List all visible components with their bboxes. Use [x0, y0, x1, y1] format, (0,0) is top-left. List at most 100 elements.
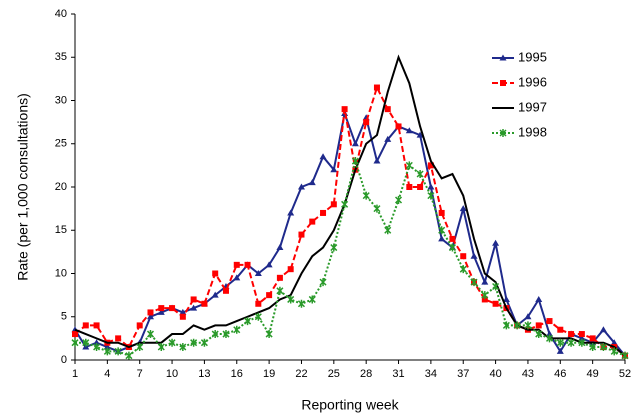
- marker: [384, 135, 392, 142]
- line: [74, 109, 626, 357]
- marker: [103, 343, 111, 350]
- marker: [589, 335, 596, 342]
- marker: [287, 295, 295, 304]
- marker: [513, 321, 521, 330]
- y-tick-label: 5: [61, 311, 67, 323]
- x-tick-label: 49: [587, 368, 599, 380]
- marker: [610, 339, 618, 346]
- legend-marker: [499, 129, 507, 137]
- marker: [546, 330, 554, 337]
- legend-label: 1997: [518, 99, 547, 114]
- marker: [265, 261, 273, 268]
- marker: [222, 287, 229, 294]
- marker: [72, 331, 78, 338]
- marker: [363, 119, 370, 126]
- y-tick-label: 10: [55, 267, 67, 279]
- marker: [373, 84, 380, 91]
- marker: [136, 343, 144, 352]
- marker: [114, 347, 122, 356]
- marker: [93, 339, 101, 346]
- marker: [308, 179, 316, 186]
- x-tick-label: 10: [166, 368, 178, 380]
- marker: [103, 347, 111, 356]
- marker: [82, 322, 89, 329]
- series: [74, 54, 626, 357]
- y-tick-label: 40: [55, 8, 67, 20]
- marker: [254, 312, 262, 321]
- marker: [545, 334, 554, 343]
- marker: [319, 278, 327, 287]
- marker: [438, 226, 446, 235]
- marker: [535, 295, 543, 302]
- marker: [568, 331, 575, 338]
- marker: [190, 296, 197, 303]
- marker: [157, 308, 165, 315]
- marker: [502, 321, 510, 330]
- marker: [448, 243, 456, 252]
- marker: [297, 183, 305, 190]
- x-tick-label: 40: [489, 368, 501, 380]
- marker: [158, 305, 165, 312]
- marker: [492, 239, 500, 246]
- series: [71, 157, 629, 360]
- marker: [125, 351, 133, 360]
- marker: [157, 343, 165, 352]
- marker: [82, 338, 90, 347]
- marker: [309, 218, 316, 225]
- marker: [244, 317, 252, 326]
- marker: [373, 157, 381, 164]
- marker: [373, 204, 381, 213]
- marker: [341, 106, 348, 113]
- marker: [115, 335, 122, 342]
- x-tick-label: 31: [392, 368, 404, 380]
- marker: [276, 244, 284, 251]
- x-tick-label: 19: [263, 368, 275, 380]
- x-tick-label: 37: [457, 368, 469, 380]
- marker: [438, 235, 446, 242]
- marker: [179, 313, 186, 320]
- marker: [179, 343, 187, 352]
- x-tick-label: 52: [619, 368, 631, 380]
- marker: [351, 140, 359, 147]
- marker: [427, 191, 435, 200]
- marker: [266, 292, 273, 299]
- marker: [406, 184, 413, 190]
- marker: [535, 330, 543, 339]
- marker: [341, 200, 349, 209]
- marker: [212, 270, 219, 277]
- marker: [308, 295, 316, 304]
- marker: [524, 313, 532, 320]
- marker: [610, 347, 618, 356]
- marker: [276, 286, 284, 295]
- x-tick-label: 22: [295, 368, 307, 380]
- legend-label: 1998: [518, 124, 547, 139]
- marker: [589, 343, 597, 352]
- marker: [168, 338, 176, 347]
- y-axis-title: Rate (per 1,000 consultations): [15, 93, 31, 281]
- marker: [578, 331, 585, 338]
- marker: [298, 231, 305, 238]
- marker: [438, 209, 445, 216]
- x-tick-label: 4: [104, 368, 110, 380]
- legend-marker: [500, 80, 506, 86]
- marker: [190, 304, 198, 311]
- marker: [179, 308, 187, 315]
- marker: [546, 318, 553, 325]
- y-tick-label: 35: [55, 51, 67, 63]
- marker: [599, 326, 607, 333]
- marker: [330, 166, 338, 173]
- marker: [244, 261, 251, 268]
- marker: [330, 243, 338, 252]
- marker: [427, 183, 435, 190]
- marker: [319, 153, 327, 160]
- marker: [384, 226, 392, 235]
- marker: [395, 123, 402, 130]
- line: [74, 84, 626, 357]
- marker: [136, 322, 143, 329]
- marker: [405, 127, 413, 134]
- x-tick-label: 46: [554, 368, 566, 380]
- marker: [492, 282, 500, 291]
- x-tick-label: 28: [360, 368, 372, 380]
- marker: [147, 309, 154, 316]
